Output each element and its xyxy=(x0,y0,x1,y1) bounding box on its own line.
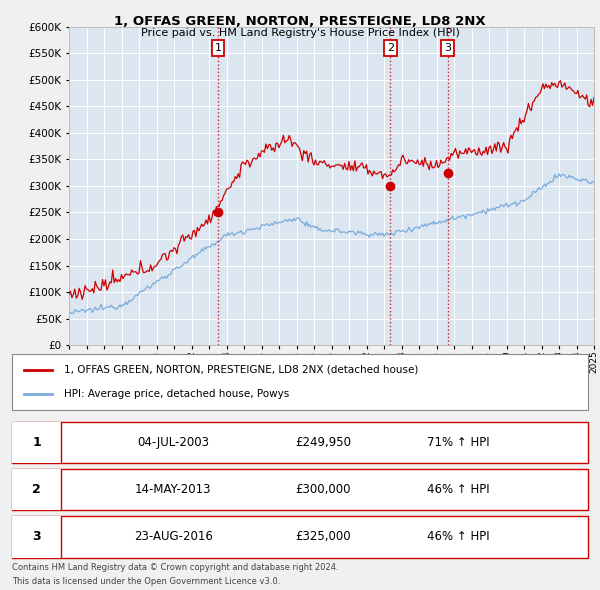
Bar xyxy=(12,469,61,510)
Text: 23-AUG-2016: 23-AUG-2016 xyxy=(134,530,213,543)
Text: HPI: Average price, detached house, Powys: HPI: Average price, detached house, Powy… xyxy=(64,389,289,399)
Text: 46% ↑ HPI: 46% ↑ HPI xyxy=(427,483,490,496)
Text: 3: 3 xyxy=(444,43,451,53)
Text: £249,950: £249,950 xyxy=(295,436,351,449)
Text: 2: 2 xyxy=(387,43,394,53)
Bar xyxy=(12,516,61,558)
Text: 46% ↑ HPI: 46% ↑ HPI xyxy=(427,530,490,543)
Text: £325,000: £325,000 xyxy=(295,530,351,543)
Text: This data is licensed under the Open Government Licence v3.0.: This data is licensed under the Open Gov… xyxy=(12,577,280,586)
Text: 1: 1 xyxy=(32,436,41,449)
Bar xyxy=(12,422,61,463)
Text: 04-JUL-2003: 04-JUL-2003 xyxy=(137,436,209,449)
Text: 2: 2 xyxy=(32,483,41,496)
Text: Price paid vs. HM Land Registry's House Price Index (HPI): Price paid vs. HM Land Registry's House … xyxy=(140,28,460,38)
Text: 71% ↑ HPI: 71% ↑ HPI xyxy=(427,436,490,449)
Text: £300,000: £300,000 xyxy=(295,483,351,496)
Text: 1, OFFAS GREEN, NORTON, PRESTEIGNE, LD8 2NX: 1, OFFAS GREEN, NORTON, PRESTEIGNE, LD8 … xyxy=(114,15,486,28)
Text: 1, OFFAS GREEN, NORTON, PRESTEIGNE, LD8 2NX (detached house): 1, OFFAS GREEN, NORTON, PRESTEIGNE, LD8 … xyxy=(64,365,418,375)
Text: 1: 1 xyxy=(214,43,221,53)
Text: Contains HM Land Registry data © Crown copyright and database right 2024.: Contains HM Land Registry data © Crown c… xyxy=(12,563,338,572)
Text: 14-MAY-2013: 14-MAY-2013 xyxy=(135,483,212,496)
Text: 3: 3 xyxy=(32,530,41,543)
